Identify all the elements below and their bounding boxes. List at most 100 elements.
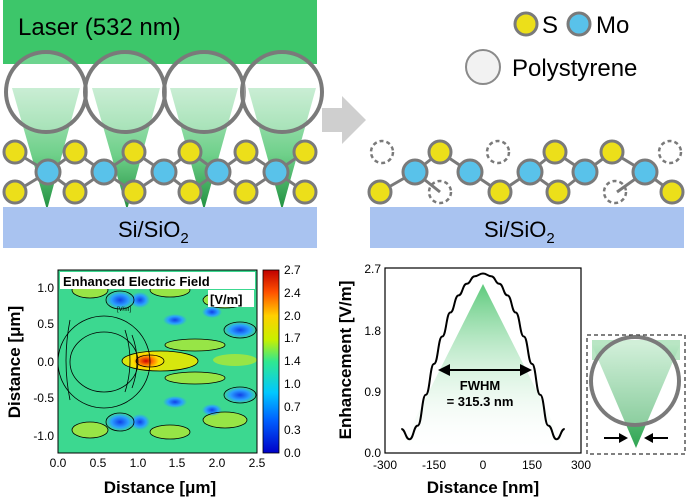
patterned-mos2: Si/SiO2 <box>367 139 685 248</box>
colorbar <box>262 269 280 454</box>
focus-cone <box>248 88 316 210</box>
molybdenum-atom <box>631 158 659 186</box>
molybdenum-atom <box>571 158 599 186</box>
map-small-label: [V/m] <box>117 307 131 313</box>
molybdenum-atom <box>150 158 178 186</box>
map-x-tick: 0.0 <box>50 456 67 470</box>
sulfur-atom <box>659 179 685 205</box>
inset-arrowhead-right <box>644 433 653 443</box>
process-arrow <box>322 96 366 144</box>
map-x-tick: 1.5 <box>169 456 186 470</box>
map-y-tick: 0.0 <box>37 355 54 369</box>
sulfur-atom <box>233 139 259 165</box>
sulfur-atom <box>2 179 28 205</box>
sulfur-atom <box>427 139 453 165</box>
substrate-left <box>3 207 317 248</box>
map-x-tick: 2.0 <box>209 456 226 470</box>
molybdenum-legend-icon <box>566 11 592 37</box>
map-y-tick: -1.0 <box>33 429 54 443</box>
map-unit-box <box>208 290 254 307</box>
plot-frame <box>384 267 582 454</box>
polystyrene-beads <box>4 50 324 134</box>
polystyrene-bead <box>162 50 246 134</box>
chart-y-tick: 1.8 <box>364 324 381 338</box>
sulfur-atom <box>121 179 147 205</box>
map-y-ticks: 1.0 0.5 0.0 -0.5 -1.0 <box>33 281 54 443</box>
focus-cone <box>12 88 80 210</box>
map-x-tick: 0.5 <box>90 456 107 470</box>
sulfur-atom <box>233 179 259 205</box>
map-y-tick: 0.5 <box>37 317 54 331</box>
chart-x-tick: 150 <box>522 458 542 472</box>
map-x-tick: 2.5 <box>249 456 266 470</box>
colorbar-tick: 0.0 <box>284 446 301 460</box>
mos2-atoms-left <box>2 139 318 205</box>
sulfur-atom <box>545 179 571 205</box>
map-title-box <box>60 272 255 289</box>
sulfur-atom <box>292 179 318 205</box>
fwhm-value: = 315.3 nm <box>447 394 514 409</box>
sulfur-atom <box>177 139 203 165</box>
polystyrene-bead <box>4 50 88 134</box>
chart-x-ticks: -300 -150 0 150 300 <box>373 458 591 472</box>
chart-x-tick: 0 <box>480 458 487 472</box>
removed-atom <box>602 179 628 205</box>
chart-y-ticks: 2.7 1.8 0.9 0.0 <box>364 262 381 460</box>
chart-y-tick: 0.0 <box>364 446 381 460</box>
fwhm-arrow-right <box>520 364 532 376</box>
enhancement-peak-shade <box>398 284 568 453</box>
polystyrene-bead <box>83 50 167 134</box>
colorbar-ticks: 2.7 2.4 2.0 1.7 1.4 1.0 0.7 0.3 0.0 <box>284 263 301 460</box>
legend: S Mo Polystyrene <box>465 11 637 85</box>
map-frame <box>57 269 258 454</box>
substrate-left-label: Si/SiO2 <box>118 217 189 247</box>
removed-atom <box>657 139 683 165</box>
colorbar-tick: 1.0 <box>284 377 301 391</box>
sulfur-atom <box>542 139 568 165</box>
polystyrene-legend-icon <box>465 49 501 85</box>
map-y-label: Distance [μm] <box>5 306 24 418</box>
molybdenum-atom <box>456 158 484 186</box>
polystyrene-legend-label: Polystyrene <box>512 55 637 82</box>
polystyrene-bead <box>240 50 324 134</box>
sulfur-atom <box>292 139 318 165</box>
enhancement-curve <box>401 272 565 441</box>
substrate-right <box>370 207 684 248</box>
inset-bead <box>589 335 681 427</box>
sulfur-legend-icon <box>513 11 539 37</box>
map-x-ticks: 0.0 0.5 1.0 1.5 2.0 2.5 <box>50 456 266 470</box>
map-unit: [V/m] <box>210 292 243 307</box>
molybdenum-atom <box>204 158 232 186</box>
colorbar-tick: 0.7 <box>284 400 301 414</box>
focus-cone <box>170 88 238 210</box>
inset-arrowhead-left <box>619 433 628 443</box>
fwhm-label: FWHM <box>460 378 500 393</box>
removed-atom <box>427 179 453 205</box>
sulfur-atom <box>121 139 147 165</box>
colorbar-tick: 1.4 <box>284 354 301 368</box>
molybdenum-atom <box>90 158 118 186</box>
laser-schematic: Laser (532 nm) <box>2 0 324 248</box>
removed-atom <box>369 139 395 165</box>
sulfur-atom <box>62 179 88 205</box>
field-map: Enhanced Electric Field [V/m] [V/m] 0.0 … <box>5 263 301 497</box>
laser-label: Laser (532 nm) <box>18 14 181 41</box>
chart-y-label: Enhancement [V/m] <box>336 281 355 440</box>
enhancement-chart: FWHM = 315.3 nm -300 -150 0 150 300 2.7 … <box>336 262 591 497</box>
molybdenum-atom <box>401 158 429 186</box>
sulfur-atom <box>599 139 625 165</box>
colorbar-tick: 2.4 <box>284 286 301 300</box>
inset-cone <box>592 345 680 448</box>
molybdenum-atom <box>516 158 544 186</box>
sulfur-atom <box>367 179 393 205</box>
map-x-tick: 1.0 <box>130 456 147 470</box>
molybdenum-legend-label: Mo <box>596 12 629 39</box>
focus-inset <box>586 334 686 455</box>
substrate-right-label: Si/SiO2 <box>484 217 555 247</box>
molybdenum-atom <box>262 158 290 186</box>
fwhm-arrow-left <box>438 364 450 376</box>
sulfur-atom <box>487 179 513 205</box>
map-title: Enhanced Electric Field <box>63 274 210 289</box>
map-y-tick: -0.5 <box>33 391 54 405</box>
